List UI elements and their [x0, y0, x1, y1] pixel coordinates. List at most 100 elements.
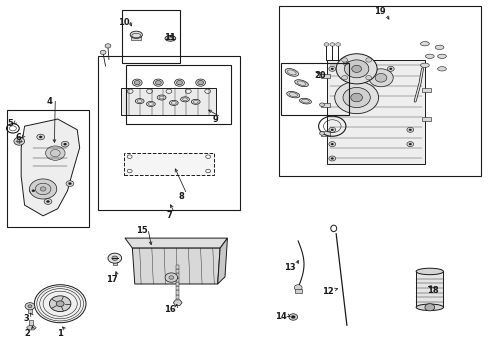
Circle shape	[32, 190, 35, 192]
Bar	[131, 35, 141, 40]
Bar	[121, 87, 216, 114]
Circle shape	[25, 303, 35, 310]
Bar	[176, 273, 179, 278]
Bar	[28, 306, 32, 313]
Circle shape	[408, 143, 411, 145]
Circle shape	[330, 157, 333, 159]
Circle shape	[28, 305, 32, 308]
Ellipse shape	[195, 79, 205, 86]
Text: 15: 15	[136, 226, 148, 235]
Circle shape	[68, 183, 71, 185]
Polygon shape	[26, 325, 36, 330]
Ellipse shape	[174, 79, 184, 86]
Circle shape	[329, 42, 334, 46]
Bar	[422, 88, 430, 93]
Text: 19: 19	[373, 7, 385, 16]
Circle shape	[61, 141, 69, 147]
Text: 4: 4	[46, 96, 52, 105]
Bar	[176, 269, 179, 273]
Polygon shape	[173, 300, 182, 305]
Text: 17: 17	[106, 275, 118, 284]
Text: 9: 9	[212, 115, 218, 124]
Bar	[321, 131, 329, 135]
Bar	[126, 65, 231, 125]
Circle shape	[29, 188, 37, 194]
Ellipse shape	[319, 132, 324, 135]
Circle shape	[342, 87, 369, 108]
Ellipse shape	[157, 95, 165, 100]
Ellipse shape	[299, 98, 311, 104]
Circle shape	[330, 129, 333, 131]
Bar	[422, 117, 430, 121]
Ellipse shape	[132, 79, 142, 86]
Ellipse shape	[415, 304, 443, 311]
Text: 2: 2	[24, 329, 30, 338]
Polygon shape	[21, 119, 80, 216]
Circle shape	[164, 273, 177, 282]
Ellipse shape	[164, 36, 175, 41]
Circle shape	[341, 58, 347, 62]
Circle shape	[34, 285, 86, 323]
Ellipse shape	[420, 41, 428, 46]
Circle shape	[328, 141, 335, 147]
Text: 12: 12	[322, 287, 334, 296]
Circle shape	[341, 76, 347, 80]
Circle shape	[45, 146, 65, 160]
Ellipse shape	[434, 45, 443, 49]
Circle shape	[335, 54, 376, 84]
Circle shape	[44, 199, 52, 204]
Circle shape	[386, 66, 393, 71]
Ellipse shape	[135, 99, 144, 104]
Circle shape	[63, 143, 66, 145]
Circle shape	[408, 129, 411, 131]
Circle shape	[17, 139, 21, 143]
Circle shape	[50, 149, 60, 157]
Ellipse shape	[415, 268, 443, 275]
Bar	[281, 63, 348, 116]
Text: 6: 6	[15, 133, 21, 142]
Text: 11: 11	[163, 33, 175, 42]
Circle shape	[108, 253, 122, 263]
Circle shape	[46, 201, 49, 203]
Text: 13: 13	[284, 264, 296, 273]
Bar	[327, 60, 424, 164]
Text: 18: 18	[426, 286, 438, 295]
Circle shape	[374, 73, 386, 82]
Circle shape	[328, 127, 335, 132]
Text: 8: 8	[178, 192, 183, 201]
Bar	[321, 74, 329, 78]
Text: 7: 7	[166, 211, 171, 220]
Circle shape	[424, 304, 434, 311]
Ellipse shape	[425, 54, 433, 58]
Circle shape	[35, 183, 51, 195]
Bar	[123, 153, 214, 175]
Circle shape	[351, 65, 361, 72]
Circle shape	[56, 301, 64, 307]
Bar	[278, 6, 480, 176]
Text: 3: 3	[23, 314, 29, 323]
Circle shape	[66, 181, 74, 186]
Ellipse shape	[130, 31, 142, 39]
Bar	[294, 289, 301, 293]
Ellipse shape	[437, 54, 446, 58]
Bar	[321, 103, 329, 107]
Ellipse shape	[285, 68, 298, 76]
Ellipse shape	[437, 67, 446, 71]
Circle shape	[197, 81, 203, 85]
Circle shape	[168, 276, 173, 279]
Bar	[176, 295, 179, 299]
Circle shape	[176, 81, 182, 85]
Circle shape	[40, 187, 46, 191]
Bar	[176, 291, 179, 295]
Text: 16: 16	[164, 305, 176, 314]
Ellipse shape	[146, 102, 155, 107]
Circle shape	[328, 66, 335, 71]
Circle shape	[350, 93, 362, 102]
Circle shape	[388, 68, 391, 70]
Polygon shape	[132, 248, 220, 284]
Ellipse shape	[420, 63, 428, 67]
Bar	[113, 258, 117, 265]
Polygon shape	[125, 238, 227, 248]
Circle shape	[134, 81, 140, 85]
Circle shape	[29, 179, 57, 199]
